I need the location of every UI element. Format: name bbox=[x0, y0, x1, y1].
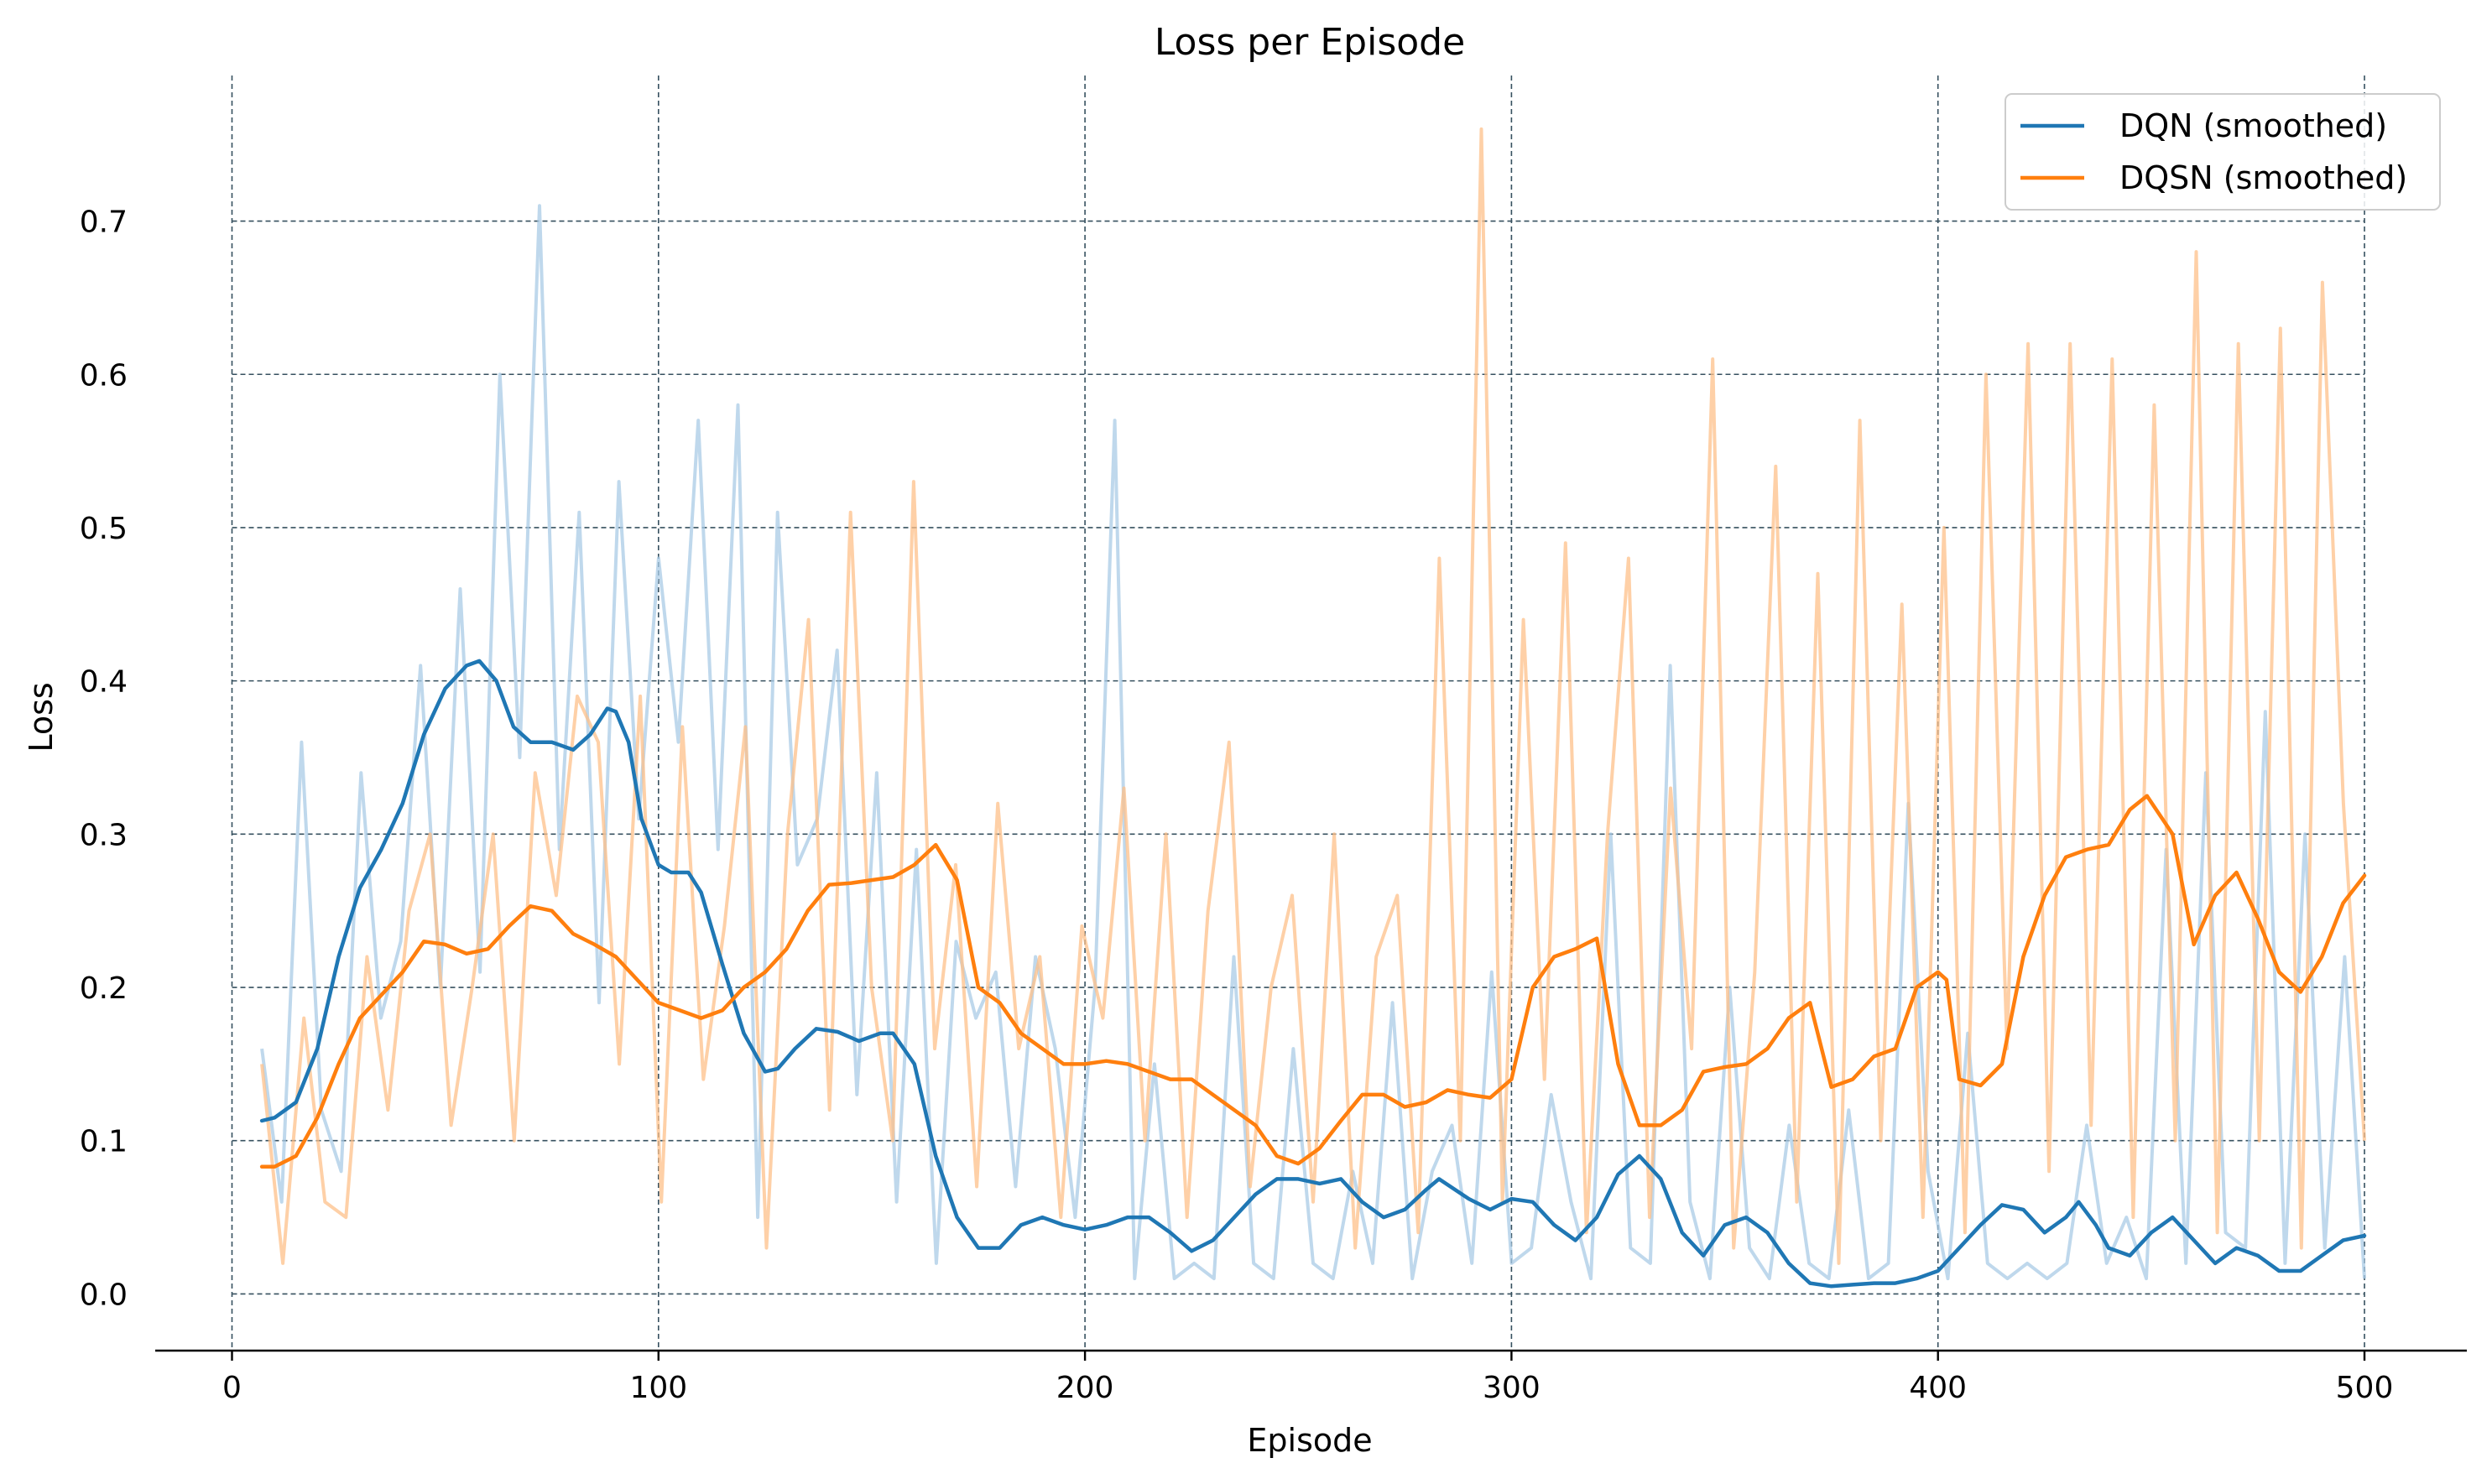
x-axis-ticks: 0 100 200 300 400 500 bbox=[222, 1351, 2393, 1405]
y-tick-label: 0.0 bbox=[80, 1278, 128, 1312]
x-tick-label: 0 bbox=[222, 1371, 242, 1405]
x-tick-label: 400 bbox=[1909, 1371, 1967, 1405]
raw-series-lines bbox=[260, 127, 2366, 1281]
legend: DQN (smoothed) DQSN (smoothed) bbox=[2005, 93, 2441, 211]
smoothed-line-1 bbox=[259, 794, 2367, 1169]
y-tick-label: 0.7 bbox=[80, 206, 128, 240]
y-tick-label: 0.2 bbox=[80, 971, 128, 1006]
x-tick-label: 100 bbox=[629, 1371, 687, 1405]
y-axis-ticks: 0.0 0.1 0.2 0.3 0.4 0.5 0.6 0.7 bbox=[80, 206, 128, 1313]
y-tick-label: 0.6 bbox=[80, 358, 128, 393]
x-axis-label: Episode bbox=[1247, 1422, 1372, 1459]
raw-line-0 bbox=[260, 204, 2366, 1281]
x-tick-label: 300 bbox=[1483, 1371, 1541, 1405]
legend-label-dqsn: DQSN (smoothed) bbox=[2119, 159, 2407, 196]
y-tick-label: 0.4 bbox=[80, 665, 128, 700]
raw-line-1 bbox=[260, 127, 2366, 1265]
smoothed-series-lines bbox=[259, 659, 2367, 1289]
x-tick-label: 500 bbox=[2336, 1371, 2394, 1405]
y-tick-label: 0.3 bbox=[80, 818, 128, 852]
chart-title: Loss per Episode bbox=[1155, 21, 1465, 64]
grid-lines bbox=[231, 76, 2365, 1351]
smoothed-line-0 bbox=[259, 659, 2367, 1289]
x-tick-label: 200 bbox=[1056, 1371, 1114, 1405]
legend-label-dqn: DQN (smoothed) bbox=[2119, 107, 2387, 144]
y-tick-label: 0.5 bbox=[80, 512, 128, 546]
y-axis-label: Loss bbox=[23, 682, 60, 752]
legend-box bbox=[2005, 93, 2441, 211]
y-tick-label: 0.1 bbox=[80, 1125, 128, 1159]
